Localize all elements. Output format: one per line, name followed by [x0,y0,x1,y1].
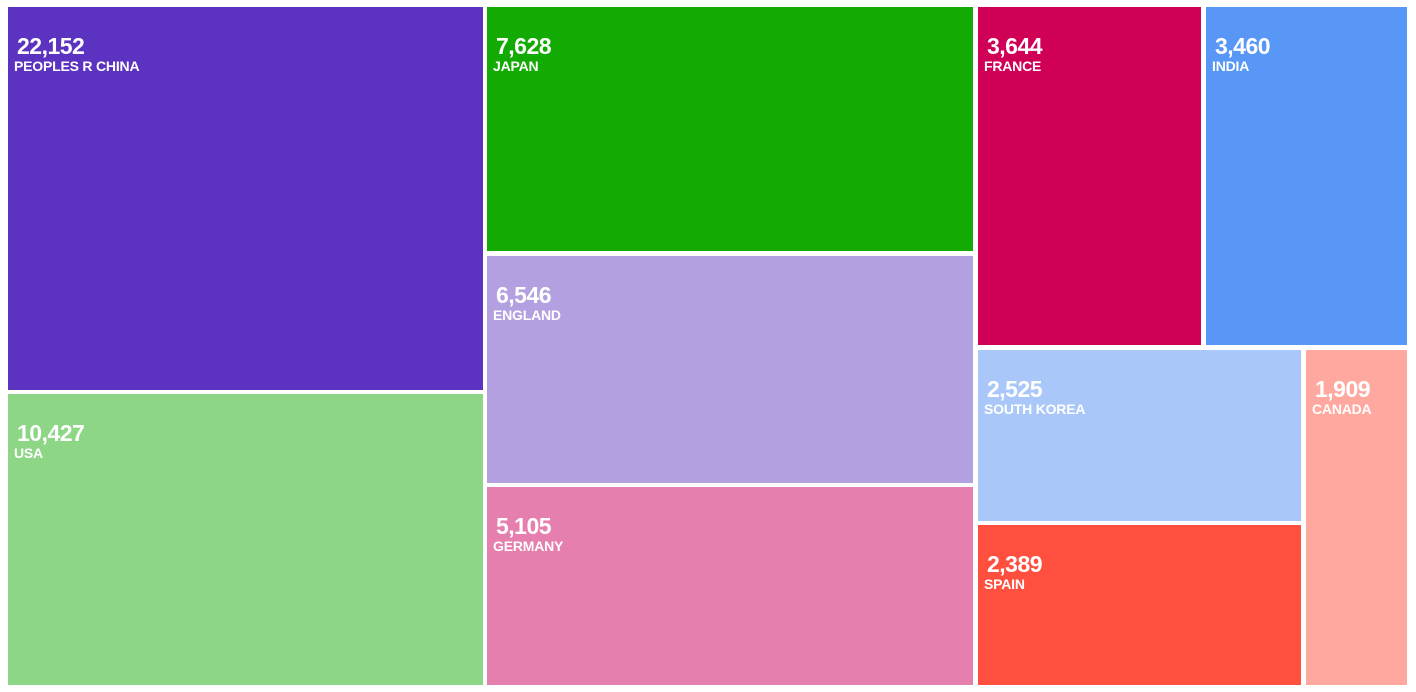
tile-label-canada: CANADA [1312,401,1372,417]
tile-germany: 5,105 GERMANY [487,487,973,685]
tile-india: 3,460 INDIA [1206,7,1407,345]
tile-england: 6,546 ENGLAND [487,256,973,483]
tile-japan: 7,628 JAPAN [487,7,973,251]
tile-value-england: 6,546 [496,282,552,308]
tile-value-peoples-r-china: 22,152 [17,33,85,59]
tile-value-france: 3,644 [987,33,1043,59]
tile-label-france: FRANCE [984,58,1042,74]
tile-south-korea: 2,525 SOUTH KOREA [978,350,1301,521]
tile-value-south-korea: 2,525 [987,376,1043,402]
tile-label-south-korea: SOUTH KOREA [984,401,1086,417]
tile-value-japan: 7,628 [496,33,552,59]
tile-value-germany: 5,105 [496,513,552,539]
tile-label-spain: SPAIN [984,576,1025,592]
tile-label-japan: JAPAN [493,58,539,74]
tile-usa: 10,427 USA [8,394,483,685]
tile-peoples-r-china: 22,152 PEOPLES R CHINA [8,7,483,390]
tile-label-usa: USA [14,445,43,461]
tile-spain: 2,389 SPAIN [978,525,1301,685]
tile-france: 3,644 FRANCE [978,7,1201,345]
tile-value-spain: 2,389 [987,551,1043,577]
tile-label-india: INDIA [1212,58,1250,74]
tile-label-england: ENGLAND [493,307,561,323]
tile-canada: 1,909 CANADA [1306,350,1407,685]
tile-label-peoples-r-china: PEOPLES R CHINA [14,58,140,74]
tile-value-canada: 1,909 [1315,376,1371,402]
tile-label-germany: GERMANY [493,538,564,554]
tile-value-india: 3,460 [1215,33,1271,59]
tile-value-usa: 10,427 [17,420,85,446]
